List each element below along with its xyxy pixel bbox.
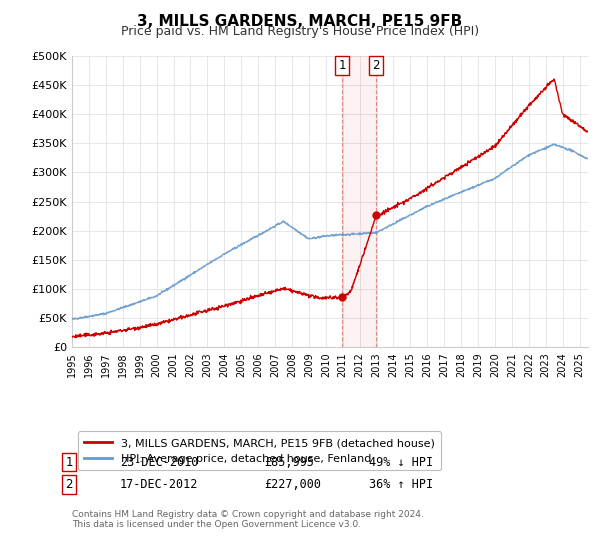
Text: 2: 2 [65,478,73,491]
Text: 17-DEC-2012: 17-DEC-2012 [120,478,199,491]
Text: 36% ↑ HPI: 36% ↑ HPI [369,478,433,491]
Text: 49% ↓ HPI: 49% ↓ HPI [369,455,433,469]
Text: 3, MILLS GARDENS, MARCH, PE15 9FB: 3, MILLS GARDENS, MARCH, PE15 9FB [137,14,463,29]
Bar [342,56,376,347]
Legend: 3, MILLS GARDENS, MARCH, PE15 9FB (detached house), HPI: Average price, detached: 3, MILLS GARDENS, MARCH, PE15 9FB (detac… [77,431,442,470]
Text: 1: 1 [338,59,346,72]
Text: 23-DEC-2010: 23-DEC-2010 [120,455,199,469]
Text: Contains HM Land Registry data © Crown copyright and database right 2024.
This d: Contains HM Land Registry data © Crown c… [72,510,424,529]
Text: 1: 1 [65,455,73,469]
Text: Price paid vs. HM Land Registry's House Price Index (HPI): Price paid vs. HM Land Registry's House … [121,25,479,38]
Text: £227,000: £227,000 [264,478,321,491]
Text: £85,995: £85,995 [264,455,314,469]
Text: 2: 2 [372,59,380,72]
